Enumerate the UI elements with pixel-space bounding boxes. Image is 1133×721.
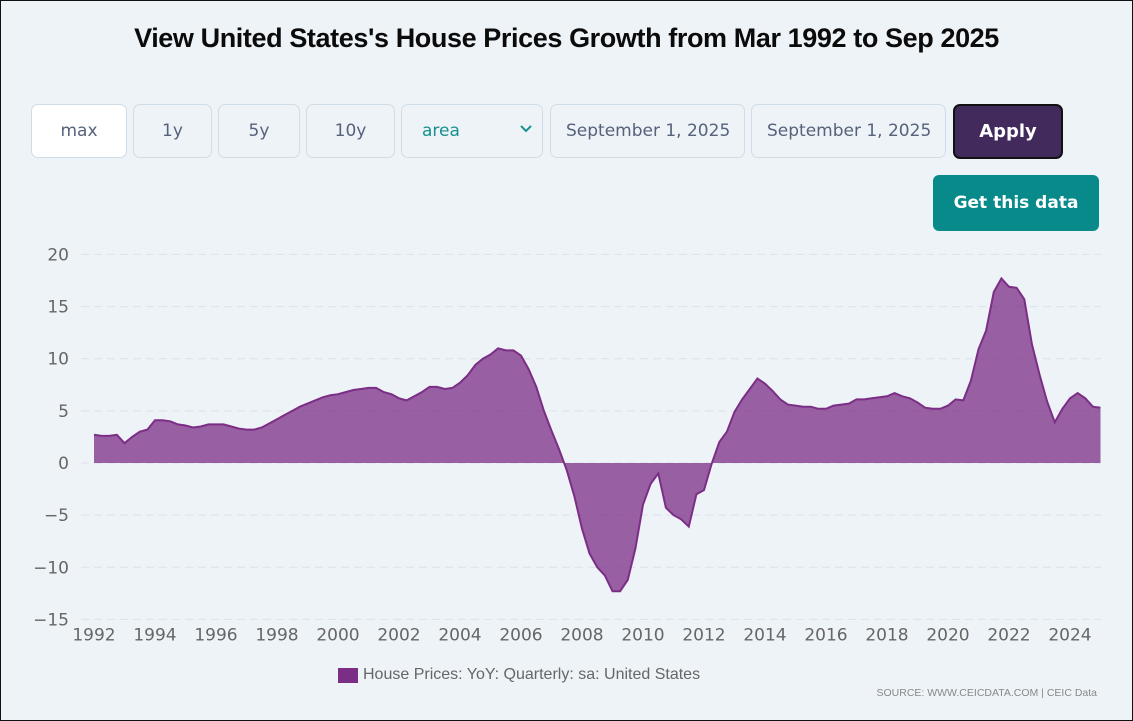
range-button-5y[interactable]: 5y [218,104,300,158]
series-area [94,278,1101,592]
x-tick-label: 2010 [621,625,664,645]
x-tick-label: 1998 [255,625,298,645]
x-tick-label: 2008 [560,625,603,645]
legend-label: House Prices: YoY: Quarterly: sa: United… [363,666,701,683]
series-line [93,276,1101,593]
end-date-input[interactable] [751,104,946,158]
source-credit: SOURCE: WWW.CEICDATA.COM | CEIC Data [876,687,1097,699]
chart-type-value: area [422,121,460,141]
legend[interactable]: House Prices: YoY: Quarterly: sa: United… [338,666,700,684]
range-button-1y[interactable]: 1y [133,104,212,158]
y-tick-label: 15 [47,298,69,318]
x-tick-label: 1996 [194,625,237,645]
y-tick-label: −5 [44,506,69,526]
x-tick-label: 2016 [804,625,847,645]
y-tick-label: −15 [33,610,69,630]
x-tick-label: 2024 [1048,625,1091,645]
y-tick-label: −10 [33,558,69,578]
y-tick-label: 10 [47,350,69,370]
start-date-input[interactable] [550,104,745,158]
x-tick-label: 1992 [72,625,115,645]
y-tick-label: 5 [58,402,69,422]
range-button-max[interactable]: max [31,104,127,158]
x-tick-label: 2014 [743,625,786,645]
y-axis: 20 15 10 5 0 −5 −10 −15 [33,245,69,630]
x-tick-label: 2022 [987,625,1030,645]
x-tick-label: 2020 [926,625,969,645]
x-tick-label: 1994 [133,625,176,645]
x-tick-label: 2012 [682,625,725,645]
legend-swatch [338,667,358,683]
apply-button[interactable]: Apply [953,104,1063,159]
x-tick-label: 2004 [438,625,481,645]
x-tick-label: 2002 [377,625,420,645]
get-this-data-button[interactable]: Get this data [933,175,1099,231]
page-title: View United States's House Prices Growth… [134,23,999,53]
chart-type-select[interactable]: area [401,104,543,158]
range-button-10y[interactable]: 10y [306,104,395,158]
x-tick-label: 2018 [865,625,908,645]
x-tick-label: 2006 [499,625,542,645]
y-tick-label: 0 [58,454,69,474]
y-tick-label: 20 [47,245,69,265]
series-layer [93,276,1101,593]
chevron-down-icon [520,125,532,133]
house-prices-chart: 20 15 10 5 0 −5 −10 −15 1992 1994 1996 1998 2000 200… [33,245,1101,645]
x-axis: 1992 1994 1996 1998 2000 2002 2004 2006 2008 2010… [72,625,1091,645]
x-tick-label: 2000 [316,625,359,645]
